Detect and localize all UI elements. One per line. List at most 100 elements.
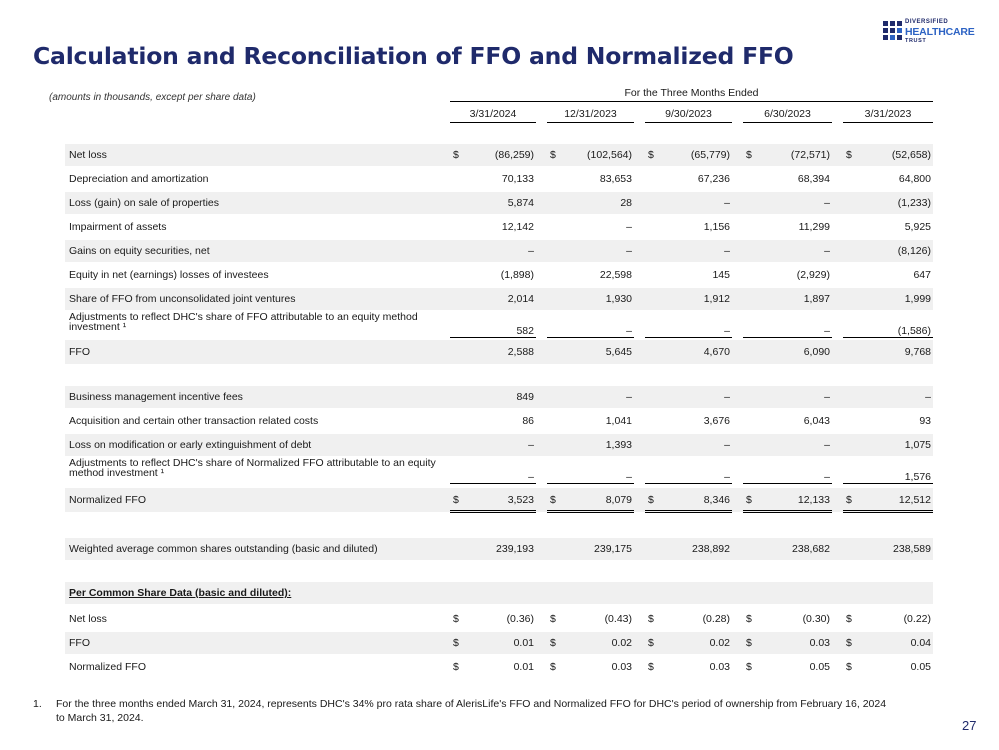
table-cell: 12,512 <box>898 494 931 506</box>
currency-symbol: $ <box>550 494 556 506</box>
table-cell: – <box>925 391 931 403</box>
subtotal-rule <box>843 483 933 484</box>
table-cell: – <box>528 471 534 483</box>
table-cell: – <box>724 471 730 483</box>
row-label: Per Common Share Data (basic and diluted… <box>69 587 292 599</box>
table-cell: 12,133 <box>797 494 830 506</box>
row-label: Equity in net (earnings) losses of inves… <box>69 269 269 281</box>
total-double-rule <box>843 510 933 513</box>
table-cell: 1,897 <box>803 293 830 305</box>
table-cell: – <box>528 245 534 257</box>
table-row: Weighted average common shares outstandi… <box>65 538 933 560</box>
row-label: Gains on equity securities, net <box>69 245 210 257</box>
table-row: Adjustments to reflect DHC's share of FF… <box>65 310 933 338</box>
table-cell: 6,090 <box>803 346 830 358</box>
total-double-rule <box>450 510 536 513</box>
currency-symbol: $ <box>648 149 654 161</box>
table-cell: 4,670 <box>703 346 730 358</box>
table-cell: (72,571) <box>790 149 830 161</box>
table-row: Per Common Share Data (basic and diluted… <box>65 582 933 604</box>
table-cell: 70,133 <box>501 173 534 185</box>
table-cell: – <box>824 439 830 451</box>
column-header: 3/31/2023 <box>864 108 912 120</box>
table-cell: 1,999 <box>904 293 931 305</box>
table-row: Loss on modification or early extinguish… <box>65 434 933 456</box>
table-cell: 2,014 <box>507 293 534 305</box>
currency-symbol: $ <box>746 661 752 673</box>
table-cell: (0.22) <box>903 613 931 625</box>
table-cell: 93 <box>919 415 931 427</box>
table-cell: 1,156 <box>703 221 730 233</box>
table-cell: – <box>528 439 534 451</box>
table-cell: (0.30) <box>802 613 830 625</box>
subtotal-rule <box>547 337 634 338</box>
table-cell: 0.01 <box>513 661 534 673</box>
table-cell: 0.02 <box>611 637 632 649</box>
table-cell: 0.04 <box>910 637 931 649</box>
table-cell: – <box>626 471 632 483</box>
row-label: Weighted average common shares outstandi… <box>69 543 378 555</box>
table-row: Business management incentive fees 849 – – –… <box>65 386 933 408</box>
row-label: Net loss <box>69 613 107 625</box>
page-number: 27 <box>962 718 977 733</box>
row-label: Loss (gain) on sale of properties <box>69 197 219 209</box>
footnote-number: 1. <box>33 698 42 710</box>
table-cell: 12,142 <box>501 221 534 233</box>
table-cell: – <box>824 391 830 403</box>
table-cell: – <box>626 221 632 233</box>
currency-symbol: $ <box>550 637 556 649</box>
table-cell: 0.01 <box>513 637 534 649</box>
table-cell: 8,079 <box>605 494 632 506</box>
table-cell: – <box>824 197 830 209</box>
table-row: Impairment of assets 12,142 – 1,156 11,299 5,… <box>65 216 933 238</box>
row-label: Loss on modification or early extinguish… <box>69 439 312 451</box>
row-label: FFO <box>69 346 90 358</box>
total-double-rule <box>547 510 634 513</box>
table-cell: (1,586) <box>897 325 931 337</box>
table-cell: 1,075 <box>904 439 931 451</box>
subtotal-rule <box>450 483 536 484</box>
company-logo: DIVERSIFIED HEALTHCARE TRUST <box>883 19 975 45</box>
table-cell: (0.43) <box>604 613 632 625</box>
table-cell: 3,523 <box>507 494 534 506</box>
table-cell: 238,589 <box>893 543 931 555</box>
table-cell: – <box>824 245 830 257</box>
table-cell: (52,658) <box>891 149 931 161</box>
column-header-rule <box>645 122 732 123</box>
row-label: Depreciation and amortization <box>69 173 209 185</box>
table-cell: – <box>724 391 730 403</box>
table-row: Normalized FFO $0.01 $0.03 $0.03 $0.05 $0.05 <box>65 656 933 678</box>
table-cell: 11,299 <box>798 221 830 233</box>
table-cell: 0.03 <box>611 661 632 673</box>
currency-symbol: $ <box>846 661 852 673</box>
currency-symbol: $ <box>846 149 852 161</box>
table-cell: 5,925 <box>904 221 931 233</box>
table-cell: 0.05 <box>910 661 931 673</box>
currency-symbol: $ <box>648 637 654 649</box>
table-cell: – <box>724 325 730 337</box>
table-row: Gains on equity securities, net – – – – (8,12… <box>65 240 933 262</box>
table-cell: 238,892 <box>692 543 730 555</box>
table-cell: (1,233) <box>897 197 931 209</box>
footnote-text: For the three months ended March 31, 202… <box>56 698 887 724</box>
currency-symbol: $ <box>453 637 459 649</box>
table-row: FFO $0.01 $0.02 $0.02 $0.03 $0.04 <box>65 632 933 654</box>
table-cell: 0.05 <box>809 661 830 673</box>
table-cell: 0.03 <box>709 661 730 673</box>
currency-symbol: $ <box>453 494 459 506</box>
table-cell: – <box>724 245 730 257</box>
row-label: Adjustments to reflect DHC's share of FF… <box>69 311 418 333</box>
table-cell: 582 <box>516 325 534 337</box>
table-cell: 22,598 <box>599 269 632 281</box>
table-row: FFO 2,588 5,645 4,670 6,090 9,768 <box>65 340 933 364</box>
currency-symbol: $ <box>550 661 556 673</box>
logo-grid-icon <box>883 21 902 42</box>
row-label: Share of FFO from unconsolidated joint v… <box>69 293 296 305</box>
table-cell: 849 <box>516 391 534 403</box>
table-row: Normalized FFO $3,523 $8,079 $8,346 $12,133 $… <box>65 488 933 513</box>
column-header: 9/30/2023 <box>665 108 712 120</box>
table-cell: (8,126) <box>897 245 931 257</box>
table-cell: 2,588 <box>507 346 534 358</box>
table-cell: 68,394 <box>797 173 830 185</box>
currency-symbol: $ <box>846 637 852 649</box>
